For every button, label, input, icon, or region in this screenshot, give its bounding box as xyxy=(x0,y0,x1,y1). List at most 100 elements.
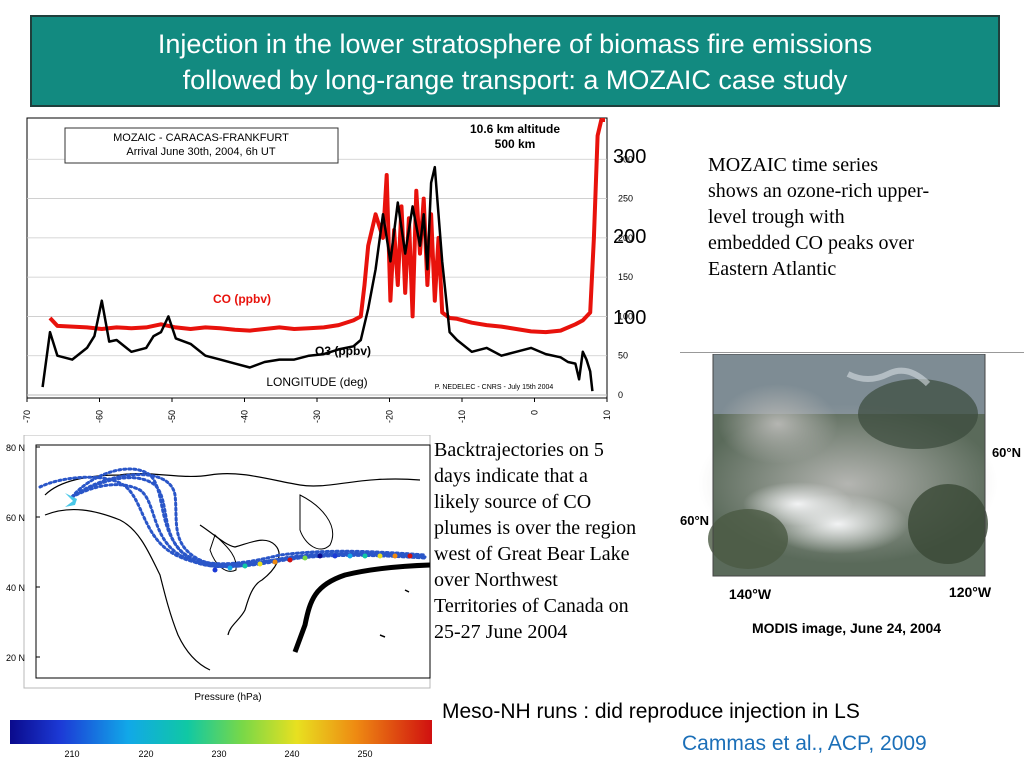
hudson-bay xyxy=(209,534,237,572)
trajectory-point xyxy=(302,555,308,561)
chart-series-layer xyxy=(41,118,605,392)
modis-caption: MODIS image, June 24, 2004 xyxy=(752,620,942,636)
trajectory-point xyxy=(377,553,383,559)
mozaic-description-line: level trough with xyxy=(708,206,845,228)
source-region-marker xyxy=(65,493,77,507)
x-tick-label: 10 xyxy=(602,410,612,420)
co-series-label: CO (ppbv) xyxy=(213,292,271,306)
y-major-label: 300 xyxy=(613,146,646,168)
chart-x-ticks: -70 -60 -50 -40 -30 -20 -10 0 10 xyxy=(22,398,612,423)
series-line-o3 xyxy=(41,165,594,392)
latitude-label: 60 N xyxy=(6,513,25,523)
slide-title-box: Injection in the lower stratosphere of b… xyxy=(30,15,1000,107)
x-tick-label: -10 xyxy=(457,410,467,423)
trajectory-layer xyxy=(38,467,427,573)
lat-60n-left-label: 60°N xyxy=(680,513,709,528)
mozaic-description-line: embedded CO peaks over xyxy=(708,232,915,254)
pressure-tick-label: 210 xyxy=(64,749,79,759)
pressure-tick-label: 230 xyxy=(211,749,226,759)
backtrajectory-description-line: Territories of Canada on xyxy=(434,595,629,617)
backtrajectory-description-line: plumes is over the region xyxy=(434,517,637,539)
forest-area xyxy=(908,484,988,564)
trajectory-point xyxy=(347,553,353,559)
x-tick-label: -20 xyxy=(385,410,395,423)
forest-area xyxy=(858,379,978,449)
y-major-label: 200 xyxy=(613,226,646,248)
y-tick-label: 50 xyxy=(618,351,628,361)
backtrajectory-description-line: west of Great Bear Lake xyxy=(434,543,630,565)
latitude-label: 40 N xyxy=(6,583,25,593)
divider-line xyxy=(680,352,1024,353)
x-tick-label: -60 xyxy=(95,410,105,423)
trajectory-point xyxy=(362,553,368,559)
flight-track-line xyxy=(292,562,431,653)
trajectory-point xyxy=(212,567,218,573)
chart-x-axis-label: LONGITUDE (deg) xyxy=(266,375,367,389)
chart-y-small-ticks: 300 250 200 150 100 50 0 xyxy=(618,154,633,400)
chart-legend-line-2: Arrival June 30th, 2004, 6h UT xyxy=(126,146,275,158)
chart-legend-line-1: MOZAIC - CARACAS-FRANKFURT xyxy=(113,132,289,144)
trajectory-point xyxy=(227,565,233,571)
lake-shore xyxy=(846,367,931,387)
smoke-plume xyxy=(718,384,838,464)
chart-legend-box xyxy=(64,127,339,164)
mozaic-time-series-chart: MOZAIC - CARACAS-FRANKFURT Arrival June … xyxy=(22,117,646,423)
chart-y-big-ticks: 300 200 100 xyxy=(613,146,646,329)
altitude-label-line-1: 10.6 km altitude xyxy=(470,122,560,136)
greenland-coast xyxy=(299,494,334,550)
map-lat-ticks: 80 N 60 N 40 N 20 N xyxy=(6,443,40,663)
backtrajectory-description-line: 25-27 June 2004 xyxy=(434,621,568,643)
x-tick-label: -70 xyxy=(22,410,32,423)
chart-plot-frame xyxy=(26,117,608,399)
mozaic-description-line: Eastern Atlantic xyxy=(708,258,837,280)
trajectory-point xyxy=(317,553,323,559)
satellite-frame xyxy=(712,354,986,577)
trajectory-point xyxy=(392,553,398,559)
pressure-tick-label: 250 xyxy=(357,749,372,759)
latitude-label: 80 N xyxy=(6,443,25,453)
citation-text: Cammas et al., ACP, 2009 xyxy=(682,732,927,755)
trajectory-point xyxy=(332,553,338,559)
trajectory-point xyxy=(287,557,293,563)
pacific-coastline xyxy=(44,509,211,671)
x-tick-label: -40 xyxy=(240,410,250,423)
lon-120w-label: 120°W xyxy=(949,584,992,600)
meso-nh-text: Meso-NH runs : did reproduce injection i… xyxy=(442,700,860,723)
backtrajectory-description-line: days indicate that a xyxy=(434,465,588,487)
mozaic-description: MOZAIC time series shows an ozone-rich u… xyxy=(708,152,1008,282)
y-tick-label: 150 xyxy=(618,272,633,282)
o3-series-label: O3 (ppbv) xyxy=(315,344,371,358)
backtrajectory-description-line: over Northwest xyxy=(434,569,558,591)
chart-gridlines xyxy=(27,158,607,357)
latitude-label: 20 N xyxy=(6,653,25,663)
lat-60n-right-label: 60°N xyxy=(992,445,1021,460)
trajectory-point xyxy=(407,553,413,559)
backtrajectory-description-line: Backtrajectories on 5 xyxy=(434,439,604,461)
altitude-label-line-2: 500 km xyxy=(495,137,536,151)
backtrajectory-map: 80 N 60 N 40 N 20 N Pressure (hPa) 210 220 23… xyxy=(6,435,432,759)
slide-title-line-2: followed by long-range transport: a MOZA… xyxy=(182,65,848,95)
y-tick-label: 100 xyxy=(618,311,633,321)
pressure-tick-label: 240 xyxy=(284,749,299,759)
x-tick-label: 0 xyxy=(530,410,540,415)
trajectory-point xyxy=(272,559,278,565)
pressure-scale-label: Pressure (hPa) xyxy=(194,692,261,703)
trajectory-point xyxy=(257,561,263,567)
y-tick-label: 250 xyxy=(618,194,633,204)
backtrajectory-description-line: likely source of CO xyxy=(434,491,592,513)
mozaic-description-line: MOZAIC time series xyxy=(708,154,878,176)
y-major-label: 100 xyxy=(613,307,646,329)
chart-credit-text: P. NEDELEC - CNRS - July 15th 2004 xyxy=(435,384,554,391)
slide-title-line-1: Injection in the lower stratosphere of b… xyxy=(157,29,873,59)
trajectory-path xyxy=(38,475,292,567)
pressure-colorbar xyxy=(10,720,432,744)
lon-140w-label: 140°W xyxy=(729,586,772,602)
pressure-ticks: 210 220 230 240 250 xyxy=(64,749,372,759)
x-tick-label: -30 xyxy=(312,410,322,423)
x-tick-label: -50 xyxy=(167,410,177,423)
trajectory-path xyxy=(70,473,427,568)
trajectory-point xyxy=(242,563,248,569)
mozaic-description-line: shows an ozone-rich upper- xyxy=(708,180,930,202)
backtrajectory-description: Backtrajectories on 5 days indicate that… xyxy=(434,437,704,645)
forest-area xyxy=(708,509,788,569)
